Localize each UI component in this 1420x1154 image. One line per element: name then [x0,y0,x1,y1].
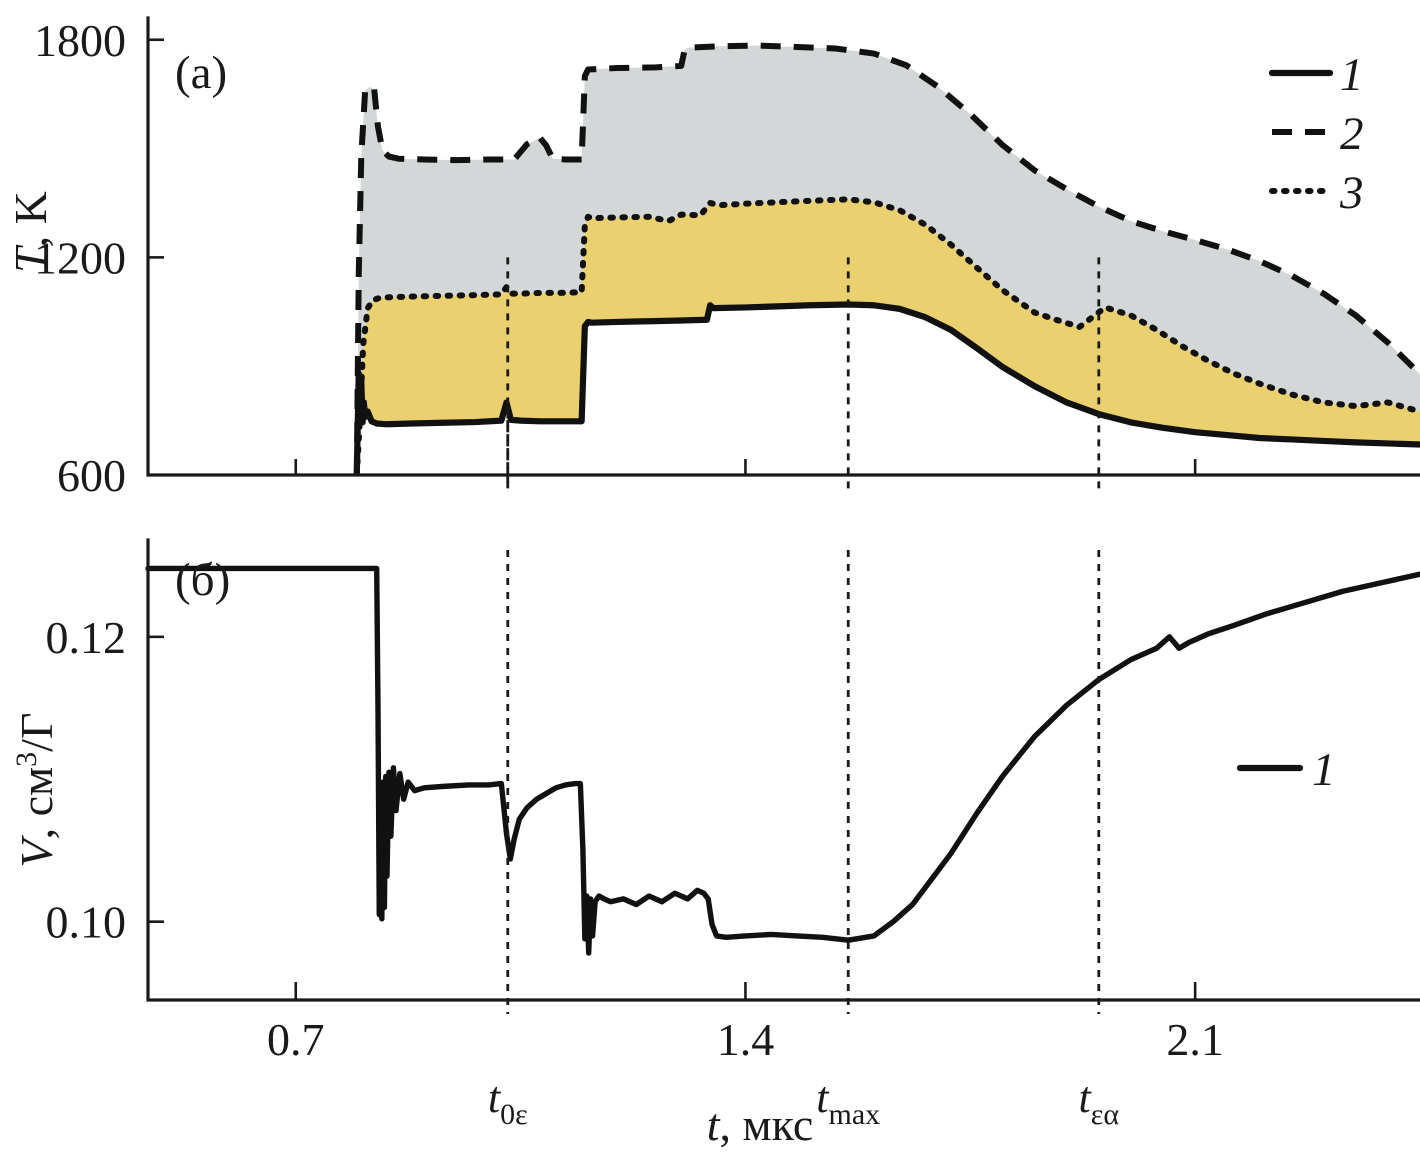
xtick-label-2: 2.1 [1166,1014,1224,1065]
ytick-label-a-1: 1200 [34,232,126,283]
panel-b-curves [145,565,1420,956]
ytick-label-b-1: 0.10 [46,897,127,948]
marker-label-t-eps-alpha: tεα [1079,1073,1120,1131]
panel-a-curves [353,42,1420,475]
legend-panel-a: 1 2 3 [1268,49,1364,219]
legend-a-label-2: 2 [1340,108,1364,160]
marker-label-t-0-eps: t0ε [488,1073,528,1131]
panel-label-a: (а) [175,47,227,99]
xtick-label-1: 1.4 [717,1014,775,1065]
curve-b-series-1 [145,565,1420,956]
axis-b [146,538,1420,1002]
ytick-label-b-0: 0.12 [46,612,127,663]
ytick-label-a-0: 1800 [34,15,126,66]
ylabel-panel-b: V, см3/Г [10,712,62,867]
panel-label-b: (б) [175,554,230,606]
xlabel-title: t, мкс [707,1099,814,1150]
xtick-label-0: 0.7 [267,1014,325,1065]
ylabel-panel-a: T, K [5,191,56,273]
curve-series-2 [353,42,1420,475]
panel-a-axes: 1800 1200 600 [34,15,1420,501]
curve-series-1 [353,301,1420,475]
curve-series-3 [353,196,1420,475]
marker-label-t-max: tmax [816,1073,880,1131]
panel-a-fills [356,45,1420,475]
legend-panel-b: 1 [1236,744,1336,796]
fill-region-gray [356,45,1420,475]
legend-b-label-1: 1 [1312,744,1336,796]
legend-a-label-3: 3 [1339,167,1364,219]
panel-b-axes: 0.12 0.10 0.7 1.4 2.1 [46,538,1420,1065]
legend-a-label-1: 1 [1340,49,1364,101]
marker-lines: t0ε tmax tεα [488,257,1120,1131]
ytick-label-a-2: 600 [57,450,126,501]
fill-region-yellow [356,199,1420,475]
